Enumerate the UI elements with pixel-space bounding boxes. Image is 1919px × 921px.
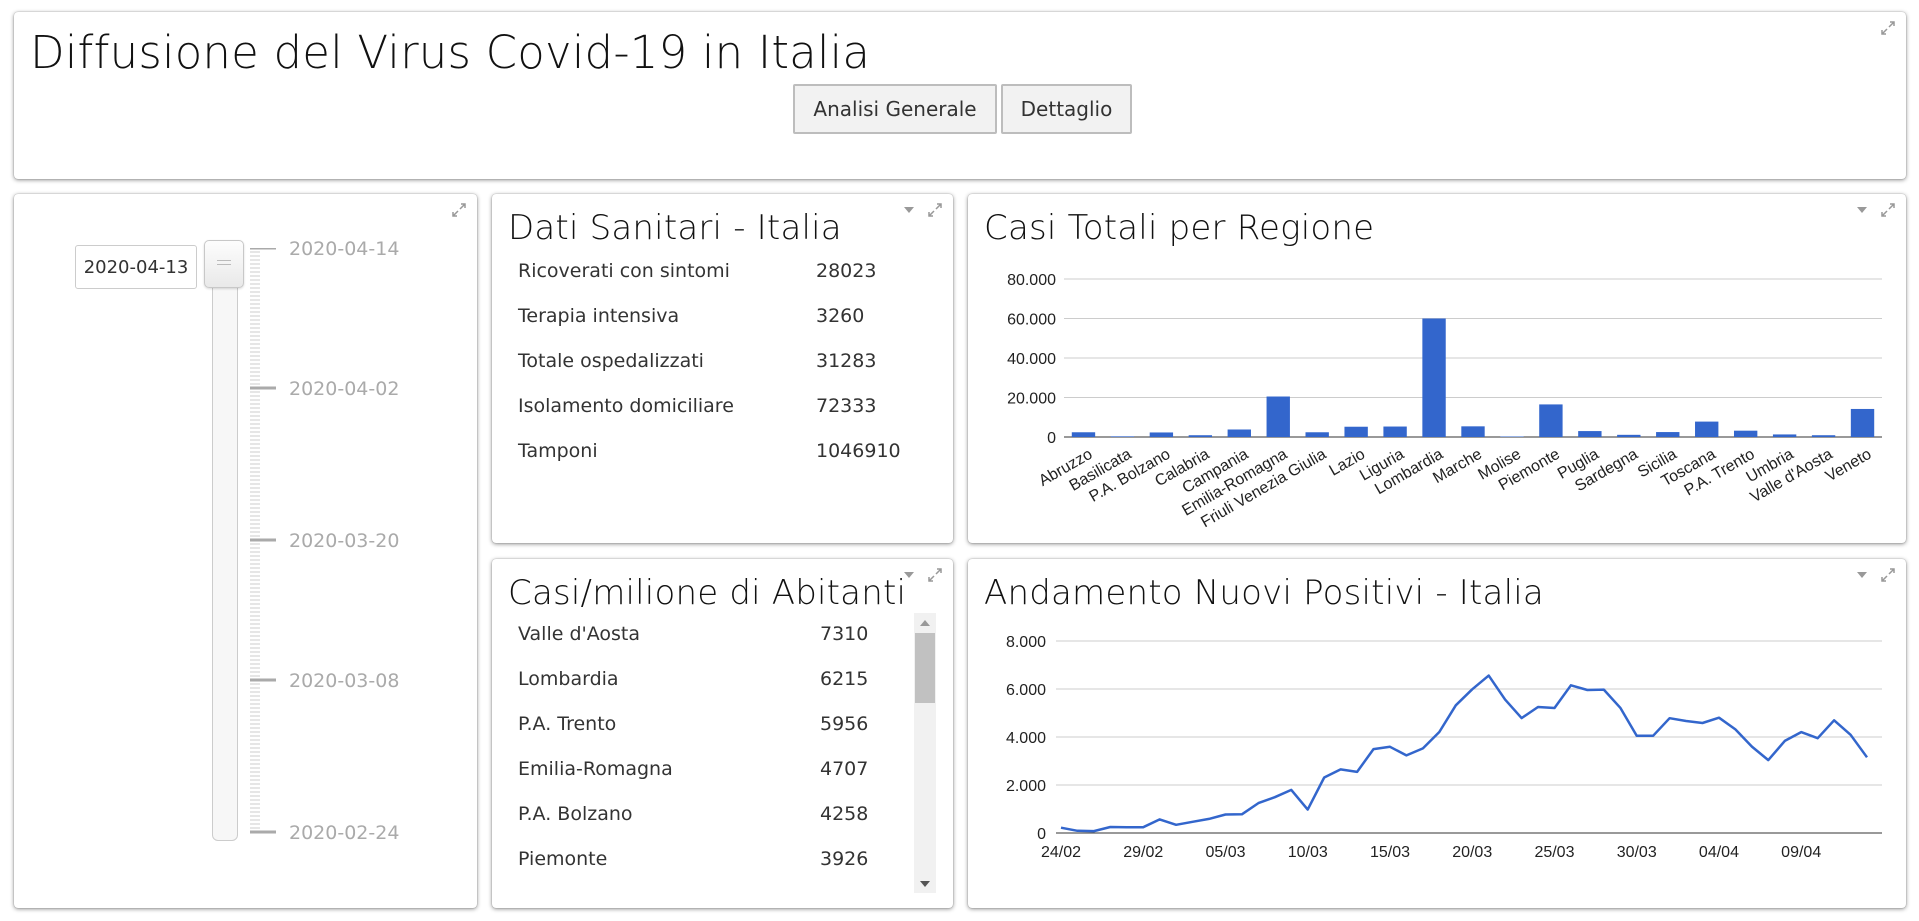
x-tick-label: 15/03 [1370, 844, 1410, 861]
date-slider-panel: 2020-04-13 2020-04-14 2020-04-02 2020-03… [14, 194, 477, 908]
bar [1305, 432, 1329, 437]
page-title: Diffusione del Virus Covid-19 in Italia [30, 26, 871, 79]
slider-ticks [250, 248, 276, 834]
bar [1071, 432, 1096, 437]
series-line [1060, 674, 1869, 833]
analisi-generale-button[interactable]: Analisi Generale [793, 84, 997, 134]
slider-label: 2020-03-08 [289, 670, 400, 692]
current-date-box: 2020-04-13 [75, 245, 197, 289]
x-tick-label: 24/02 [1041, 844, 1081, 861]
y-tick-label: 2.000 [1006, 778, 1046, 795]
y-tick-label: 60.000 [1007, 312, 1056, 329]
slider-label: 2020-04-02 [289, 378, 400, 400]
caret-down-icon[interactable] [1856, 206, 1868, 214]
bar [1110, 436, 1135, 437]
dati-sanitari-title: Dati Sanitari - Italia [508, 208, 842, 248]
x-tick-label: 04/04 [1699, 844, 1739, 861]
bar [1695, 421, 1719, 437]
bar [1266, 396, 1290, 437]
x-tick-label: 25/03 [1534, 844, 1574, 861]
x-tick-label: 05/03 [1205, 844, 1245, 861]
y-tick-label: 0 [1047, 430, 1056, 447]
bar [1733, 430, 1758, 437]
casi-milione-title: Casi/milione di Abitanti [508, 573, 907, 613]
bar [1617, 434, 1641, 437]
line-chart-title: Andamento Nuovi Positivi - Italia [984, 573, 1544, 613]
bar [1149, 432, 1174, 437]
expand-icon[interactable] [927, 202, 943, 218]
bar [1578, 431, 1602, 437]
line-chart: 0 2.000 4.000 6.000 8.000 24/02 29/02 05/03 10/0… [1006, 634, 1882, 861]
x-tick-label: 09/04 [1781, 844, 1821, 861]
scroll-up-arrow-icon[interactable] [920, 619, 930, 626]
dettaglio-button[interactable]: Dettaglio [1001, 84, 1132, 134]
caret-down-icon[interactable] [1856, 571, 1868, 579]
scrollbar[interactable] [914, 613, 936, 893]
bar [1188, 435, 1213, 437]
slider-label: 2020-03-20 [289, 530, 400, 552]
x-tick-label: 10/03 [1288, 844, 1328, 861]
casi-totali-panel: Casi Totali per Regione 0 20.000 40.000 60.… [968, 194, 1906, 543]
slider-handle[interactable] [204, 240, 244, 288]
y-tick-label: 4.000 [1006, 730, 1046, 747]
caret-down-icon[interactable] [903, 206, 915, 214]
y-tick-label: 0 [1037, 826, 1046, 843]
y-tick-label: 40.000 [1007, 351, 1056, 368]
bar [1539, 404, 1563, 437]
bar [1850, 408, 1875, 437]
y-tick-label: 80.000 [1007, 272, 1056, 289]
header-panel: Diffusione del Virus Covid-19 in Italia … [14, 12, 1906, 179]
bar [1656, 432, 1680, 437]
x-tick-label: 20/03 [1452, 844, 1492, 861]
expand-icon[interactable] [1880, 20, 1896, 36]
nuovi-positivi-panel: Andamento Nuovi Positivi - Italia 0 2.000… [968, 559, 1906, 908]
scrollbar-thumb[interactable] [915, 633, 935, 703]
y-tick-label: 8.000 [1006, 634, 1046, 651]
slider-label: 2020-02-24 [289, 822, 400, 844]
scroll-down-arrow-icon[interactable] [920, 881, 930, 888]
bar-chart: 020.00040.00060.00080.000AbruzzoBasilica… [1007, 272, 1882, 531]
dati-sanitari-panel: Dati Sanitari - Italia Ricoverati con si… [492, 194, 953, 543]
expand-icon[interactable] [1880, 202, 1896, 218]
bar [1461, 426, 1485, 437]
slider-label: 2020-04-14 [289, 238, 400, 260]
bar [1227, 429, 1251, 437]
y-tick-label: 6.000 [1006, 682, 1046, 699]
slider-track[interactable] [212, 244, 238, 841]
expand-icon[interactable] [1880, 567, 1896, 583]
y-tick-label: 20.000 [1007, 391, 1056, 408]
bar-chart-title: Casi Totali per Regione [984, 208, 1375, 248]
bar [1344, 426, 1368, 437]
expand-icon[interactable] [451, 202, 467, 218]
bar [1383, 426, 1407, 437]
x-tick-label: 29/02 [1123, 844, 1163, 861]
bar [1811, 435, 1836, 437]
caret-down-icon[interactable] [903, 571, 915, 579]
x-tick-label: 30/03 [1617, 844, 1657, 861]
expand-icon[interactable] [927, 567, 943, 583]
bar [1422, 318, 1446, 437]
x-tick-label: Veneto [1823, 446, 1875, 486]
casi-milione-panel: Casi/milione di Abitanti Valle d'Aosta 73… [492, 559, 953, 908]
bar [1772, 434, 1797, 437]
